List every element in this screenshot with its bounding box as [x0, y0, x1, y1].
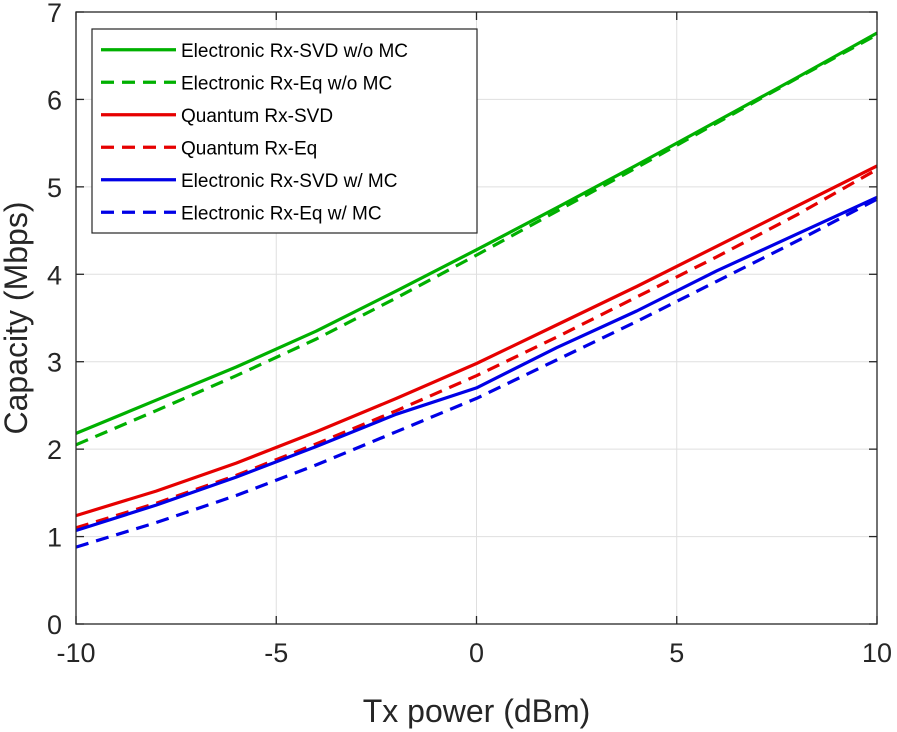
legend-box	[91, 28, 478, 234]
y-tick-label: 0	[47, 610, 62, 640]
axis-ticks: -10 -5 0 5 10 0 1 2 3 4 5 6 7	[47, 0, 892, 668]
x-tick-label: -10	[56, 638, 95, 668]
x-tick-label: 5	[669, 638, 684, 668]
y-tick-label: 2	[47, 435, 62, 465]
y-axis-label: Capacity (Mbps)	[0, 202, 34, 435]
y-tick-label: 3	[47, 348, 62, 378]
legend-label: Electronic Rx-Eq w/o MC	[181, 73, 392, 94]
legend: Electronic Rx-SVD w/o MC Electronic Rx-Eq…	[91, 28, 478, 234]
x-tick-label: 0	[469, 638, 484, 668]
series-line-quantum-rx-svd	[75, 164, 878, 518]
x-tick-label: -5	[264, 638, 288, 668]
x-tick-label: 10	[862, 638, 892, 668]
legend-label: Electronic Rx-Eq w/ MC	[181, 203, 382, 224]
series-line-electronic-rx-svd-w-mc	[75, 195, 878, 533]
y-tick-label: 6	[47, 85, 62, 115]
y-tick-label: 5	[47, 173, 62, 203]
legend-label: Quantum Rx-Eq	[181, 138, 317, 159]
legend-label: Electronic Rx-SVD w/o MC	[181, 41, 408, 62]
y-tick-label: 1	[47, 523, 62, 553]
series-line-electronic-rx-eq-w-o-mc	[75, 33, 878, 447]
legend-label: Quantum Rx-SVD	[181, 106, 333, 127]
x-axis-label: Tx power (dBm)	[363, 693, 591, 729]
plot-lines	[75, 31, 878, 549]
legend-label: Electronic Rx-SVD w/ MC	[181, 171, 397, 192]
series-line-electronic-rx-eq-w-mc	[75, 197, 878, 549]
series-line-electronic-rx-svd-w-o-mc	[75, 31, 878, 435]
y-tick-label: 7	[47, 0, 62, 28]
series-line-quantum-rx-eq	[75, 168, 878, 530]
y-tick-label: 4	[47, 260, 62, 290]
